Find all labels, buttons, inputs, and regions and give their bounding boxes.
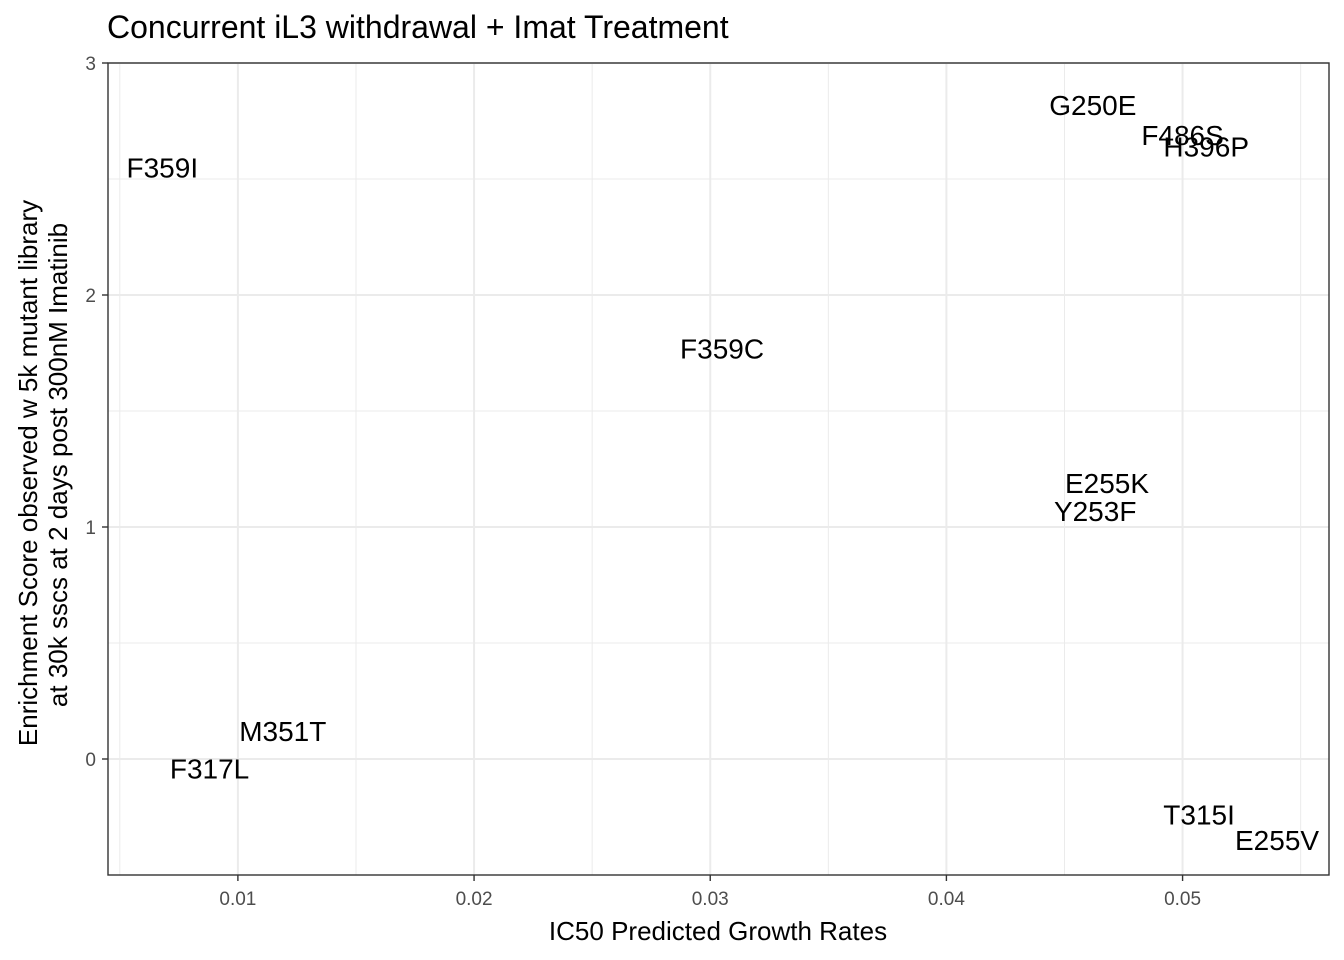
point-label-t315i: T315I [1163,800,1235,831]
plot-panel-border [107,62,1330,876]
x-tick-label: 0.03 [692,889,729,910]
y-tick-label: 3 [85,54,96,75]
y-axis-title-line-2: at 30k sscs at 2 days post 300nM Imatini… [43,223,73,707]
y-tick-label: 1 [85,518,96,539]
point-label-e255v: E255V [1235,825,1319,856]
x-tick-label: 0.01 [219,889,256,910]
y-axis: 0 1 2 3 [85,54,108,771]
chart-title: Concurrent iL3 withdrawal + Imat Treatme… [107,9,729,45]
x-tick-label: 0.04 [928,889,965,910]
x-tick-label: 0.05 [1164,889,1201,910]
point-label-f359c: F359C [680,333,764,364]
y-tick-label: 0 [85,750,96,771]
point-label-g250e: G250E [1049,90,1136,121]
point-label-m351t: M351T [239,716,326,747]
point-label-h396p: H396P [1163,132,1249,163]
y-axis-title-line-1: Enrichment Score observed w 5k mutant li… [13,200,43,746]
point-label-f317l: F317L [170,753,249,784]
x-axis: 0.01 0.02 0.03 0.04 0.05 [219,875,1201,910]
x-tick-label: 0.02 [456,889,493,910]
point-label-f359i: F359I [127,152,199,183]
y-tick-label: 2 [85,286,96,307]
point-label-e255k: E255K [1065,468,1149,499]
point-label-y253f: Y253F [1054,496,1137,527]
point-label-f486s: F486S [1141,120,1224,151]
x-axis-title: IC50 Predicted Growth Rates [549,916,887,946]
